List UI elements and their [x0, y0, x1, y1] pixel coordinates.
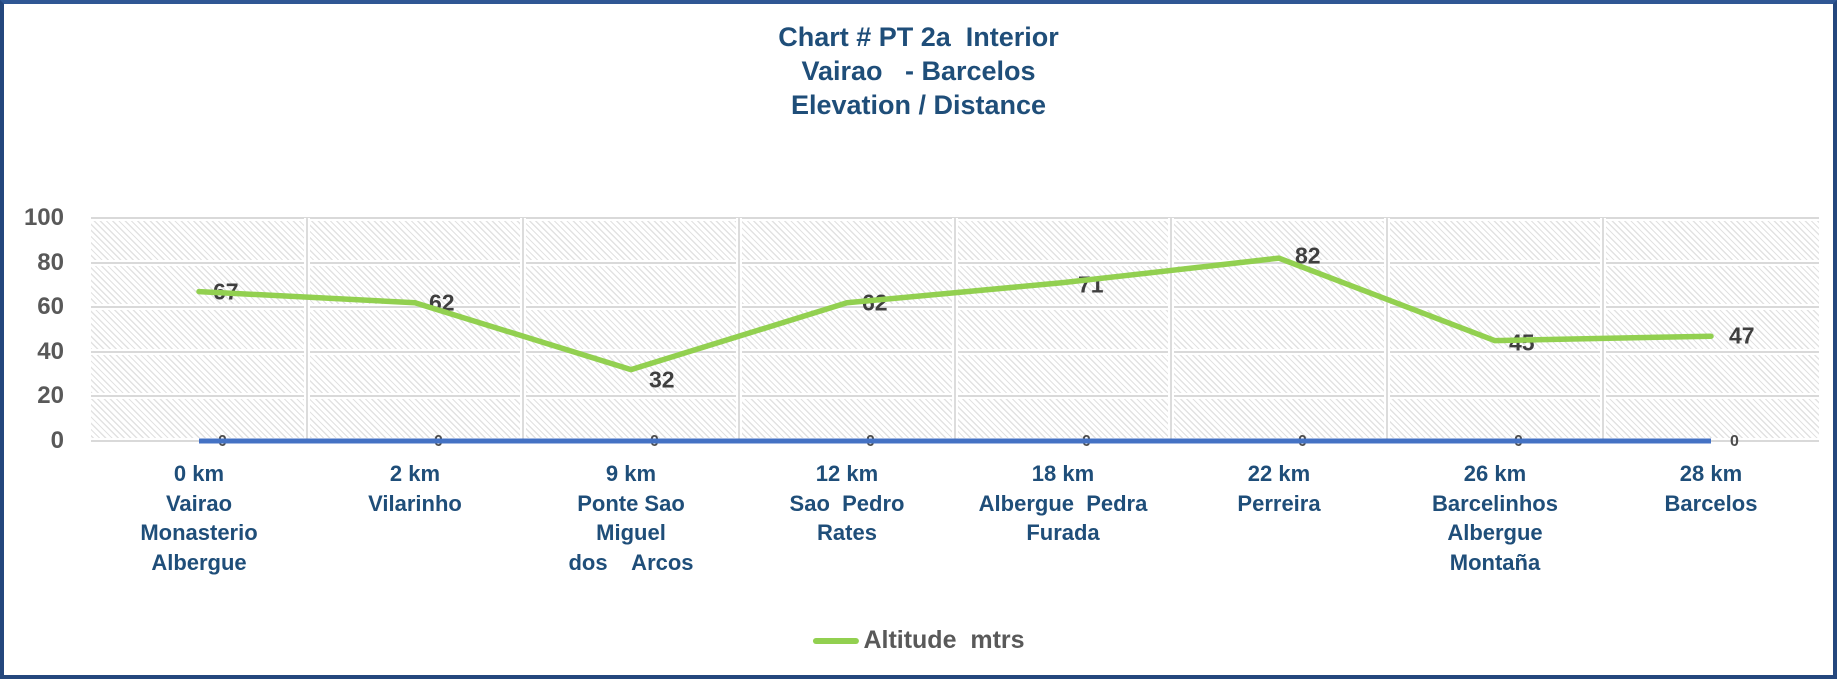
x-category-label-line: 28 km — [1679, 461, 1743, 486]
baseline-value-label: 0 — [1730, 433, 1739, 450]
altitude-value-label: 67 — [213, 278, 239, 305]
baseline-value-label: 0 — [866, 433, 875, 450]
gridline-vertical — [522, 218, 524, 441]
x-category-label-line: 2 km — [389, 461, 441, 486]
x-category-label: 26 km Barcelinhos Albergue Montaña — [1375, 459, 1615, 577]
x-category-label: 9 km Ponte Sao Miguel dos Arcos — [511, 459, 751, 577]
y-tick-label: 40 — [37, 337, 64, 365]
baseline-value-label: 0 — [218, 433, 227, 450]
altitude-value-label: 62 — [429, 289, 455, 316]
x-category-label-line: 22 km — [1247, 461, 1311, 486]
x-category-label: 28 km Barcelos — [1591, 459, 1831, 518]
gridline-vertical — [1602, 218, 1604, 441]
x-category-label-line: Barcelos — [1664, 490, 1758, 516]
y-tick-label: 0 — [50, 427, 64, 454]
x-category-label-line: Furada — [1026, 520, 1100, 545]
gridline-vertical — [954, 218, 956, 441]
altitude-value-label: 71 — [1078, 271, 1104, 298]
x-category-label-line: Albergue Pedra — [978, 490, 1148, 516]
legend: Altitude mtrs — [812, 626, 1025, 654]
x-category-label-line: Perreira — [1237, 490, 1321, 516]
chart-title: Chart # PT 2a Interior Vairao - Barcelos… — [4, 20, 1833, 122]
legend-label: Altitude mtrs — [863, 626, 1025, 654]
x-category-label-line: 9 km — [605, 461, 657, 486]
baseline-value-label: 0 — [1514, 433, 1523, 450]
baseline-value-label: 0 — [434, 433, 443, 450]
chart-title-line-2: Vairao - Barcelos — [801, 56, 1036, 86]
baseline-value-label: 0 — [650, 433, 659, 450]
y-tick-label: 60 — [37, 293, 64, 321]
baseline-value-label: 0 — [1298, 433, 1307, 450]
x-category-label-line: 18 km — [1031, 461, 1095, 486]
y-tick-label: 20 — [37, 382, 64, 410]
x-category-label: 18 km Albergue Pedra Furada — [943, 459, 1183, 548]
x-category-label: 0 km Vairao Monasterio Albergue — [79, 459, 319, 577]
x-category-label-line: Sao Pedro — [789, 490, 905, 516]
x-category-label: 2 km Vilarinho — [295, 459, 535, 518]
y-tick-label: 80 — [37, 248, 64, 276]
x-category-label-line: Albergue — [151, 549, 247, 575]
x-category-label-line: 26 km — [1463, 461, 1527, 486]
x-category-label-line: Vairao — [165, 490, 233, 516]
x-category-label-line: Ponte Sao — [577, 490, 685, 516]
altitude-value-label: 45 — [1509, 329, 1535, 356]
chart-title-line-3: Elevation / Distance — [790, 90, 1047, 120]
x-category-label-line: Rates — [817, 520, 877, 545]
baseline-value-label: 0 — [1082, 433, 1091, 450]
altitude-value-label: 62 — [862, 289, 888, 316]
x-category-label-line: 0 km — [173, 461, 225, 486]
x-category-label-line: Albergue — [1447, 520, 1543, 545]
legend-line-swatch — [812, 637, 859, 644]
gridline-vertical — [738, 218, 740, 441]
x-category-label: 12 km Sao Pedro Rates — [727, 459, 967, 548]
x-category-label-line: Barcelinhos — [1432, 490, 1558, 516]
gridline-vertical — [1170, 218, 1172, 441]
x-category-label-line: Monasterio — [140, 520, 258, 545]
x-category-label-line: 12 km — [815, 461, 879, 486]
gridline-vertical — [306, 218, 308, 441]
altitude-value-label: 47 — [1729, 322, 1755, 349]
x-category-label: 22 km Perreira — [1159, 459, 1399, 518]
altitude-value-label: 82 — [1295, 242, 1321, 269]
chart-title-line-1: Chart # PT 2a Interior — [778, 22, 1059, 52]
gridline-vertical — [1386, 218, 1388, 441]
x-category-label-line: Miguel — [596, 520, 666, 545]
x-category-label-line: dos Arcos — [568, 549, 694, 575]
altitude-value-label: 32 — [649, 366, 675, 393]
x-category-label-line: Vilarinho — [368, 490, 462, 516]
plot-area — [91, 215, 1819, 444]
y-tick-label: 100 — [23, 204, 64, 231]
x-category-label-line: Montaña — [1449, 549, 1541, 575]
